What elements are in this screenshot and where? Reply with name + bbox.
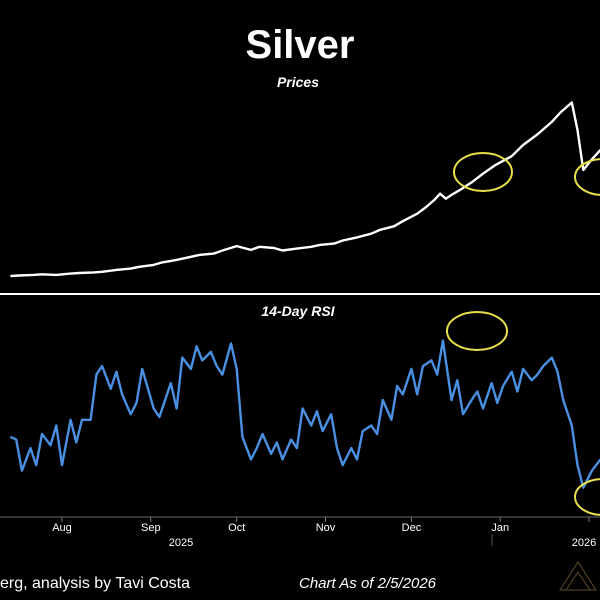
- x-tick-label-nov: Nov: [316, 522, 336, 534]
- circle-highlight-feb-rsi: [574, 478, 600, 516]
- year-label-2025: 2025: [169, 537, 193, 549]
- circle-highlight-feb: [574, 158, 600, 196]
- watermark-logo-icon: [559, 561, 597, 591]
- x-tick-label-jan: Jan: [491, 522, 509, 534]
- circle-highlight-dec: [453, 152, 513, 192]
- x-tick-label-oct: Oct: [228, 522, 245, 534]
- x-tick-label-sep: Sep: [141, 522, 161, 534]
- price-panel-subtitle: Prices: [277, 74, 319, 90]
- year-label-2026: 2026: [572, 537, 596, 549]
- rsi-panel-title: 14-Day RSI: [261, 303, 335, 319]
- circle-highlight-dec-rsi: [446, 311, 508, 351]
- price-series-line: [10, 101, 600, 278]
- footer-source: erg, analysis by Tavi Costa: [0, 575, 190, 592]
- rsi-series-line: [9, 339, 600, 489]
- footer-date: Chart As of 2/5/2026: [299, 575, 437, 592]
- x-tick-label-aug: Aug: [52, 522, 72, 534]
- x-tick-label-dec: Dec: [402, 522, 422, 534]
- chart-title: Silver: [246, 23, 355, 67]
- x-axis-ticks: Aug Sep Oct Nov Dec Jan: [52, 517, 590, 534]
